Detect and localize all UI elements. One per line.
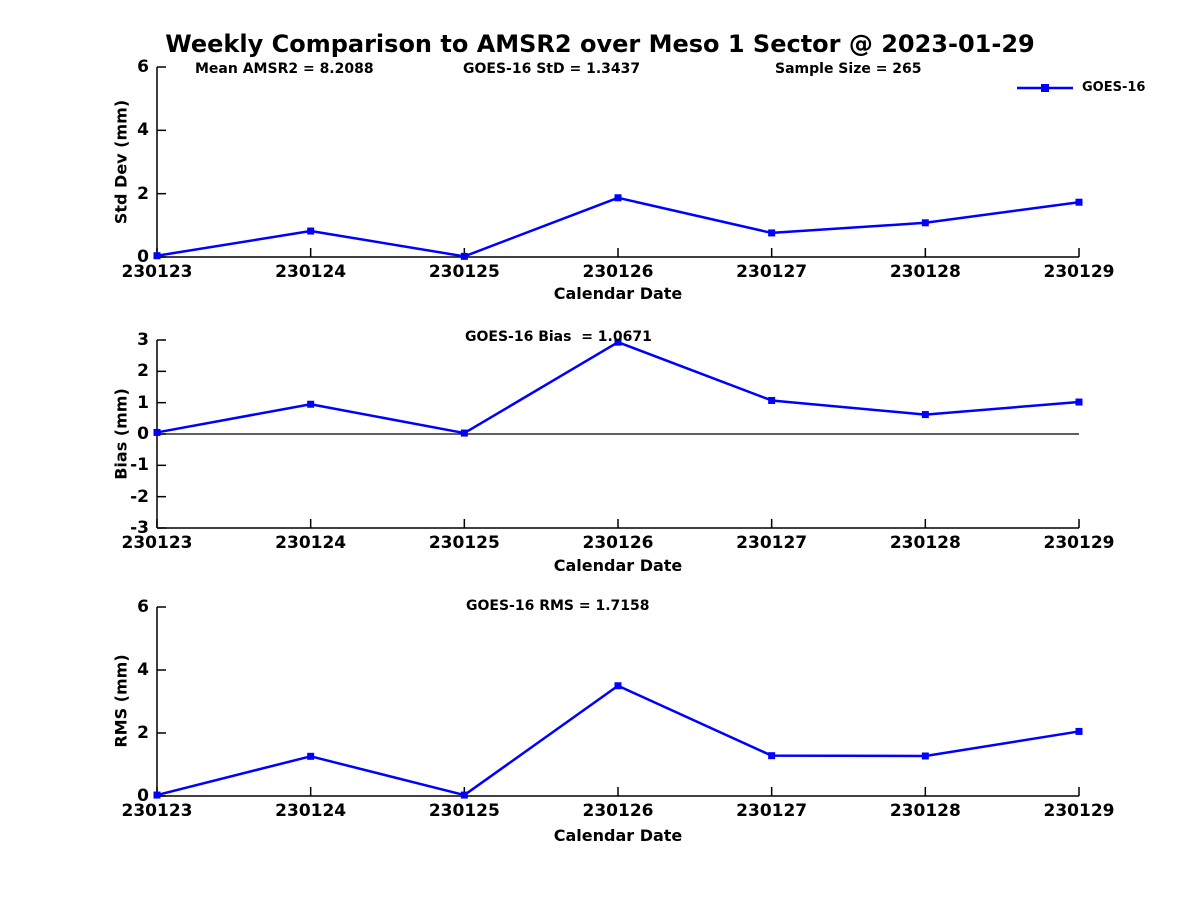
figure-title: Weekly Comparison to AMSR2 over Meso 1 S… [165,30,1035,58]
data-point-marker [768,396,776,404]
y-tick-label: 0 [137,786,149,806]
x-axis-label-1: Calendar Date [553,284,683,303]
data-point-marker [921,219,929,227]
data-point-marker [768,752,776,760]
x-tick-label: 230125 [428,801,500,821]
y-axis-label-std-dev: Std Dev (mm) [111,99,131,225]
annotation-goes16-bias: GOES-16 Bias = 1.0671 [465,329,652,345]
data-point-marker [1075,727,1083,735]
annotation-mean-amsr2: Mean AMSR2 = 8.2088 [195,61,374,77]
legend-label: GOES-16 [1082,80,1146,95]
annotation-goes16-rms: GOES-16 RMS = 1.7158 [466,598,650,614]
y-tick-label: 4 [137,660,149,680]
data-point-marker [921,752,929,760]
data-point-marker [768,229,776,237]
legend-marker-icon [1041,83,1049,92]
x-tick-label: 230125 [428,533,500,553]
x-tick-label: 230129 [1043,262,1115,282]
legend: GOES-16 [1016,80,1145,95]
x-tick-label: 230125 [428,262,500,282]
x-tick-label: 230129 [1043,801,1115,821]
data-point-marker [460,429,468,437]
y-tick-label: 0 [137,424,149,444]
y-tick-label: 6 [137,597,149,617]
x-tick-label: 230123 [121,801,193,821]
data-point-marker [153,428,161,436]
annotation-sample-size: Sample Size = 265 [775,61,922,77]
data-point-marker [153,791,161,799]
y-tick-label: 2 [137,183,149,204]
y-tick-label: 3 [137,330,149,350]
x-tick-label: 230124 [275,533,347,553]
x-tick-label: 230123 [121,262,193,282]
x-tick-label: 230128 [889,262,961,282]
data-point-marker [1075,398,1083,406]
y-tick-label: 1 [137,392,149,413]
x-tick-label: 230127 [736,262,808,282]
y-tick-label: -2 [130,486,149,507]
x-axis-label-3: Calendar Date [553,826,683,845]
data-point-marker [614,682,622,690]
annotation-goes16-std: GOES-16 StD = 1.3437 [463,61,641,77]
x-tick-label: 230124 [275,801,347,821]
data-point-marker [307,752,315,760]
y-tick-label: 6 [137,57,149,77]
data-point-marker [1075,198,1083,206]
data-point-marker [921,411,929,419]
data-line-rms [156,684,1080,797]
y-tick-label: -1 [130,455,149,476]
data-point-marker [460,252,468,260]
y-tick-label: -3 [130,518,149,538]
data-point-marker [614,194,622,202]
y-tick-label: 2 [137,723,149,743]
x-tick-label: 230123 [121,533,193,553]
y-tick-label: 0 [137,247,149,267]
data-line-bias [156,340,1080,435]
y-tick-label: 4 [137,120,149,141]
data-line-std-dev [156,196,1080,258]
data-point-marker [307,400,315,408]
x-tick-label: 230126 [582,262,654,282]
data-point-marker [614,338,622,346]
y-tick-label: 2 [137,361,149,382]
x-tick-label: 230127 [736,801,808,821]
x-tick-label: 230128 [889,533,961,553]
data-point-marker [307,227,315,235]
x-tick-label: 230126 [582,533,654,553]
x-tick-label: 230128 [889,801,961,821]
x-tick-label: 230126 [582,801,654,821]
x-tick-label: 230127 [736,533,808,553]
data-point-marker [153,252,161,260]
data-point-marker [460,791,468,799]
x-tick-label: 230124 [275,262,347,282]
legend-line-sample [1017,83,1073,92]
x-axis-label-2: Calendar Date [553,556,683,575]
x-tick-label: 230129 [1043,533,1115,553]
